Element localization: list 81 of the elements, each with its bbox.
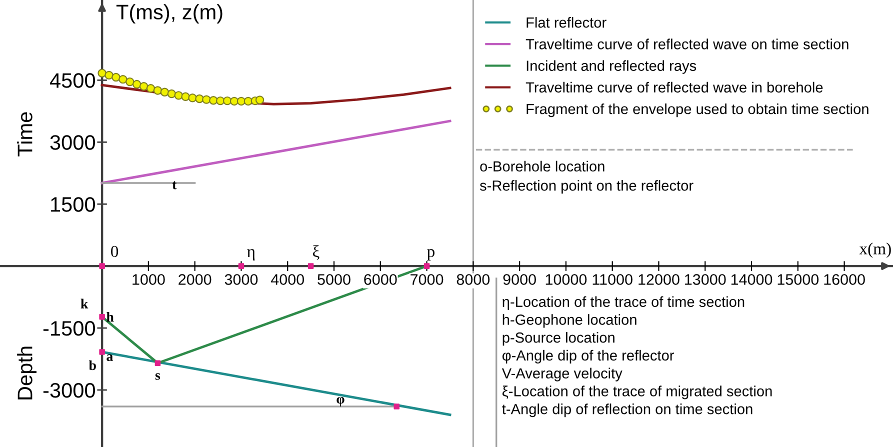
x-tick-label: 12000	[638, 274, 680, 285]
point	[167, 89, 176, 98]
point	[202, 95, 211, 104]
point	[424, 263, 430, 269]
point	[394, 404, 400, 410]
point	[154, 360, 161, 366]
point	[153, 86, 162, 95]
annotation: φ	[336, 397, 344, 407]
point	[126, 77, 134, 86]
point	[132, 80, 142, 89]
point	[222, 96, 232, 106]
x-tick-label: 6000	[364, 274, 397, 285]
point	[308, 263, 314, 269]
point	[99, 349, 105, 355]
y-tick-label: 1500	[51, 197, 95, 212]
annotation: Time	[17, 112, 32, 156]
point	[160, 88, 170, 96]
x-tick-label: 11000	[592, 274, 632, 285]
line-series	[100, 84, 452, 106]
point	[174, 91, 183, 100]
y-tick-label: -3000	[43, 382, 95, 398]
point	[236, 96, 246, 106]
annotation: t	[172, 181, 177, 190]
legend-label: Fragment of the envelope used to obtain time section	[526, 103, 868, 118]
annotation: k	[80, 298, 88, 308]
y-tick-label: -1500	[43, 321, 95, 336]
annotation: 0	[111, 246, 118, 258]
point	[99, 263, 105, 269]
point	[139, 82, 148, 91]
y-axis-title: T(ms), z(m)	[116, 4, 222, 24]
point	[112, 72, 120, 82]
x-tick-label: 13000	[685, 274, 726, 285]
x-axis-title: x(m)	[859, 242, 891, 258]
annotation: Depth	[17, 346, 36, 400]
x-tick-label: 1000	[132, 274, 165, 285]
point	[230, 96, 239, 106]
x-tick-label: 3000	[224, 274, 258, 285]
annotation: ξ-Location of the trace of migrated section	[502, 386, 772, 400]
x-tick-label: 15000	[778, 274, 819, 285]
point	[118, 74, 128, 84]
point	[146, 84, 156, 93]
point	[255, 96, 264, 104]
x-tick-label: 14000	[731, 274, 772, 285]
point	[216, 96, 225, 106]
annotation: η-Location of the trace of time section	[502, 296, 744, 310]
annotation: η	[247, 249, 255, 260]
annotation: p-Source location	[502, 332, 614, 346]
y-tick-label: 3000	[50, 135, 95, 150]
x-tick-label: 8000	[456, 274, 490, 285]
annotation: t-Angle dip of reflection on time section	[502, 404, 752, 418]
annotation: ξ	[312, 245, 320, 260]
point	[244, 96, 253, 106]
x-tick-label: 9000	[503, 274, 536, 285]
annotation: o-Borehole location	[480, 160, 604, 172]
point	[98, 68, 106, 78]
annotation: V-Average velocity	[502, 368, 622, 382]
y-tick-label: 4500	[50, 73, 95, 88]
annotation: s-Reflection point on the reflector	[480, 180, 694, 194]
point	[238, 263, 244, 269]
point	[195, 94, 204, 104]
x-tick-label: 16000	[824, 274, 865, 285]
annotation: φ-Angle dip of the reflector	[502, 350, 674, 364]
x-tick-label: 7000	[410, 274, 444, 285]
annotation: a	[106, 354, 113, 362]
annotation: h-Geophone location	[502, 314, 636, 328]
point	[209, 96, 218, 105]
x-tick-label: 2000	[178, 274, 212, 285]
annotation: h	[106, 312, 114, 322]
point	[104, 70, 114, 80]
x-tick-label: 5000	[318, 274, 350, 285]
point	[99, 314, 105, 320]
annotation: p	[427, 249, 434, 260]
x-tick-label: 10000	[546, 274, 587, 285]
point	[181, 92, 190, 102]
annotation: b	[88, 360, 96, 370]
legend-label: Flat reflector	[526, 17, 606, 28]
annotation: s	[155, 373, 160, 380]
x-tick-label: 4000	[270, 274, 304, 285]
legend-label: Traveltime curve of reflected wave on time section	[526, 38, 848, 50]
legend-label: Traveltime curve of reflected wave in borehole	[526, 82, 823, 93]
legend-label: Incident and reflected rays	[526, 60, 696, 74]
